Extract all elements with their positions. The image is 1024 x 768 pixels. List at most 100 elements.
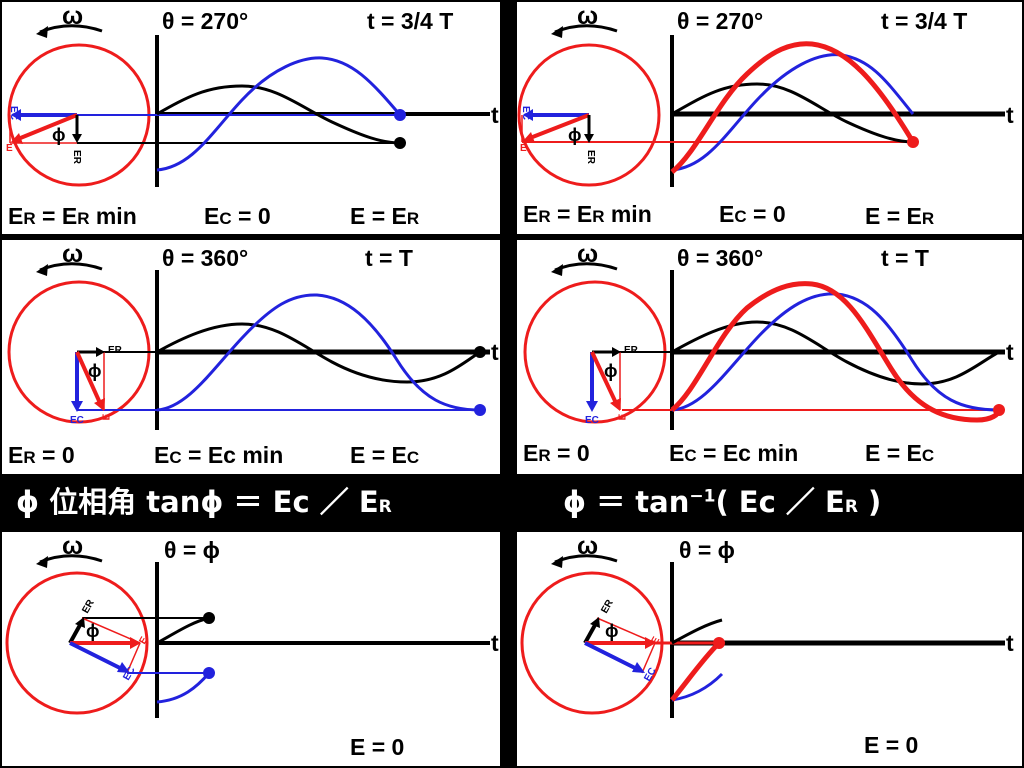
phasor-diagram bbox=[520, 554, 1005, 718]
ec-vector-label: EC bbox=[519, 106, 531, 120]
ec-vector-label: EC bbox=[585, 415, 599, 426]
panel-theta-phi-right: ω θ = ϕ t ϕ ER E EC E = 0 bbox=[517, 532, 1022, 766]
ec-waveform bbox=[156, 293, 481, 412]
e-waveform bbox=[670, 281, 1002, 423]
ec-vector bbox=[584, 641, 636, 670]
theta-label: θ = ϕ bbox=[164, 537, 220, 563]
panel-theta-360-right: ω θ = 360° t = T t ϕ ER EC E ER = 0 EC =… bbox=[517, 240, 1022, 474]
panel-theta-270-right: ω θ = 270° t = 3/4 T t ϕ EC E ER ER = ER… bbox=[517, 2, 1022, 234]
ec-status: EC = Ec min bbox=[154, 442, 284, 468]
time-label: t = T bbox=[365, 245, 413, 271]
ec-vector-label: EC bbox=[70, 415, 84, 426]
omega-label: ω bbox=[62, 532, 84, 560]
ec-waveform bbox=[156, 672, 211, 704]
phi-label: ϕ bbox=[52, 125, 66, 145]
er-status: ER = 0 bbox=[523, 440, 590, 466]
er-vector bbox=[68, 624, 82, 644]
e-status: E = 0 bbox=[864, 732, 919, 758]
phase-angle-formula: ϕ ＝ tan−1( Ec ／ ER ) bbox=[563, 485, 882, 519]
phasor-diagram bbox=[7, 24, 490, 187]
t-axis-label: t bbox=[1006, 102, 1014, 128]
ec-vector-label: EC bbox=[7, 106, 19, 120]
omega-label: ω bbox=[62, 240, 84, 268]
time-label: t = T bbox=[881, 245, 929, 271]
phi-label: ϕ bbox=[604, 361, 618, 381]
phasor-diagram bbox=[7, 262, 490, 430]
er-status: ER = 0 bbox=[8, 442, 75, 468]
phasor-diagram bbox=[517, 24, 1005, 187]
ec-waveform bbox=[671, 672, 724, 702]
ec-vector bbox=[69, 641, 121, 670]
e-vector-label: E bbox=[617, 413, 629, 421]
er-vector bbox=[583, 624, 597, 644]
phasor-circle bbox=[517, 43, 661, 187]
e-vector bbox=[17, 113, 78, 141]
phi-label: ϕ bbox=[88, 361, 102, 381]
er-vector-label: ER bbox=[624, 345, 638, 356]
er-vector-label: ER bbox=[108, 345, 122, 356]
time-label: t = 3/4 T bbox=[881, 8, 968, 34]
e-dot bbox=[993, 404, 1005, 416]
e-vector bbox=[529, 113, 590, 140]
t-axis-label: t bbox=[491, 630, 499, 656]
e-dot bbox=[907, 136, 919, 148]
er-waveform bbox=[156, 322, 481, 384]
ec-dot bbox=[474, 404, 486, 416]
phi-label: ϕ bbox=[568, 125, 582, 145]
ec-waveform bbox=[156, 56, 402, 172]
er-waveform bbox=[156, 616, 210, 645]
phi-label: ϕ bbox=[605, 621, 619, 641]
er-vector-label: ER bbox=[70, 150, 82, 164]
phase-angle-definition: ϕ 位相角 tanϕ ＝ Ec ／ ER bbox=[16, 485, 392, 519]
theta-label: θ = 270° bbox=[162, 8, 249, 34]
ec-dot bbox=[394, 109, 406, 121]
e-vector-label: E bbox=[101, 413, 113, 421]
ec-waveform bbox=[671, 53, 915, 172]
t-axis-label: t bbox=[1006, 630, 1014, 656]
phi-label: ϕ bbox=[86, 621, 100, 641]
er-status: ER = ER min bbox=[523, 201, 652, 227]
time-label: t = 3/4 T bbox=[367, 8, 454, 34]
omega-label: ω bbox=[577, 532, 599, 560]
e-status: E = ER bbox=[865, 203, 935, 229]
phase-angle-bar: ϕ 位相角 tanϕ ＝ Ec ／ ER ϕ ＝ tan−1( Ec ／ ER … bbox=[0, 478, 1024, 528]
omega-label: ω bbox=[577, 240, 599, 268]
e-status: E = ER bbox=[350, 203, 420, 229]
er-status: ER = ER min bbox=[8, 203, 137, 229]
e-vector bbox=[75, 351, 102, 404]
e-status: E = 0 bbox=[350, 734, 405, 760]
e-dot bbox=[713, 637, 725, 649]
theta-label: θ = 360° bbox=[162, 245, 249, 271]
er-waveform bbox=[671, 82, 914, 144]
er-dot bbox=[203, 612, 215, 624]
phasor-diagram bbox=[5, 554, 490, 718]
t-axis-label: t bbox=[491, 102, 499, 128]
panel-theta-phi-left: ω θ = ϕ t ϕ ER E EC E = 0 bbox=[2, 532, 500, 766]
er-dot bbox=[474, 346, 486, 358]
t-axis-label: t bbox=[491, 339, 499, 365]
omega-label: ω bbox=[62, 2, 84, 30]
e-vector-label: E bbox=[520, 143, 527, 154]
ec-status: EC = Ec min bbox=[669, 440, 799, 466]
theta-label: θ = 270° bbox=[677, 8, 764, 34]
theta-label: θ = ϕ bbox=[679, 537, 735, 563]
t-axis-label: t bbox=[1006, 339, 1014, 365]
e-vector-label: E bbox=[6, 143, 13, 154]
phasor-diagram bbox=[523, 262, 1005, 430]
rotation-arrowhead bbox=[36, 26, 48, 38]
e-waveform bbox=[670, 41, 916, 174]
er-waveform bbox=[671, 618, 723, 645]
er-waveform bbox=[156, 84, 401, 145]
theta-label: θ = 360° bbox=[677, 245, 764, 271]
e-status: E = EC bbox=[350, 442, 420, 468]
er-vector-label: ER bbox=[584, 150, 596, 164]
omega-label: ω bbox=[577, 2, 599, 30]
e-waveform bbox=[670, 641, 721, 702]
ec-status: EC = 0 bbox=[204, 203, 271, 229]
panel-theta-360-left: ω θ = 360° t = T t ϕ ER EC E ER = 0 EC =… bbox=[2, 240, 500, 474]
e-status: E = EC bbox=[865, 440, 935, 466]
ec-status: EC = 0 bbox=[719, 201, 786, 227]
e-vector bbox=[590, 351, 618, 404]
er-dot bbox=[394, 137, 406, 149]
phasor-circle bbox=[5, 571, 149, 715]
